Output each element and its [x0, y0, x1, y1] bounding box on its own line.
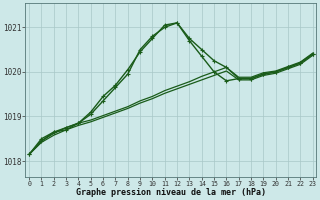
X-axis label: Graphe pression niveau de la mer (hPa): Graphe pression niveau de la mer (hPa) — [76, 188, 266, 197]
